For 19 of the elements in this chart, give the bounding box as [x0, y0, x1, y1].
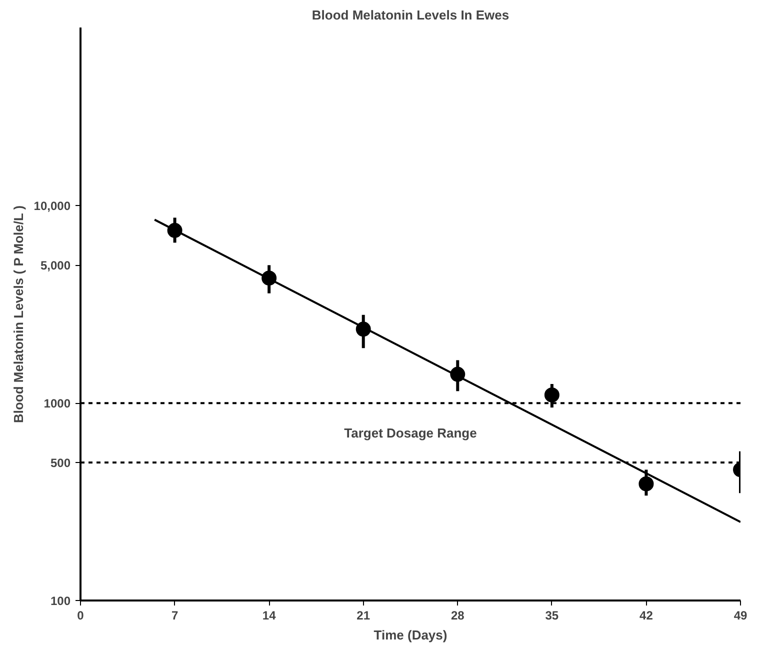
- x-axis-title: Time (Days): [374, 628, 448, 642]
- chart-title: Blood Melatonin Levels In Ewes: [312, 8, 510, 22]
- y-tick-label: 500: [50, 456, 71, 470]
- y-axis-title: Blood Melatonin Levels ( P Mole/L ): [10, 205, 26, 424]
- y-tick-label: 10,000: [34, 199, 71, 214]
- x-tick-label: 0: [77, 608, 84, 622]
- y-tick-label: 100: [50, 594, 71, 608]
- x-tick-label: 49: [734, 608, 748, 622]
- point: [544, 387, 560, 402]
- y-tick-label: 1000: [44, 396, 71, 411]
- x-tick-label: 35: [545, 608, 559, 622]
- x-tick-label: 42: [640, 608, 654, 622]
- y-tick-label: 5,000: [40, 258, 71, 273]
- x-tick-label: 28: [450, 608, 465, 622]
- x-tick-label: 7: [171, 608, 178, 622]
- x-tick-label: 21: [356, 608, 370, 622]
- point: [638, 476, 654, 492]
- x-tick-label: 14: [262, 608, 276, 622]
- annotation: Target Dosage Range: [344, 425, 477, 440]
